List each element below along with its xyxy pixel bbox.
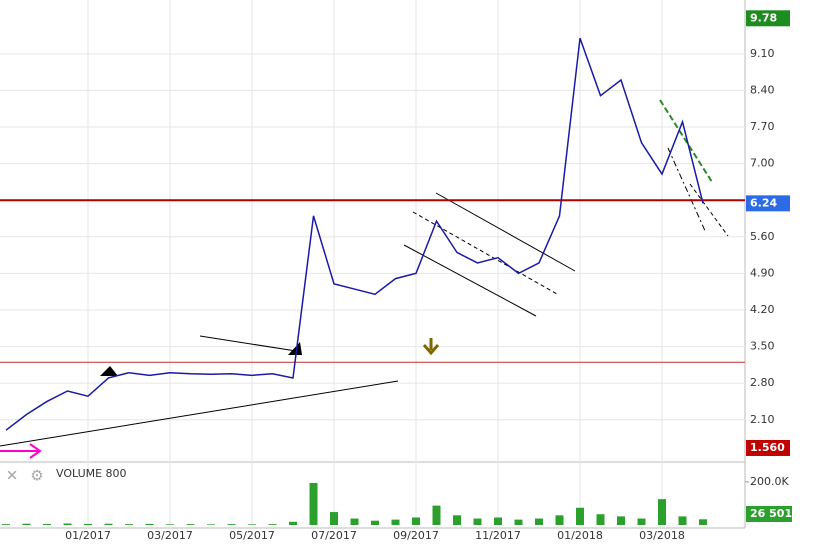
- price-label-box: [746, 195, 790, 212]
- marker: [0, 443, 42, 459]
- volume-bar: [207, 524, 215, 525]
- x-tick-label: 01/2017: [65, 529, 111, 542]
- volume-bar: [391, 519, 400, 525]
- volume-bar: [43, 523, 51, 525]
- price-label-text: 6.24: [750, 196, 777, 209]
- volume-bar: [125, 524, 133, 525]
- volume-bar: [699, 519, 707, 525]
- volume-bar: [617, 516, 625, 525]
- y-tick-label: 2.10: [750, 413, 775, 426]
- y-tick-label: 9.10: [750, 47, 775, 60]
- trend-line: [659, 99, 713, 183]
- y-tick-label: 3.50: [750, 340, 775, 353]
- trend-line: [403, 244, 537, 317]
- y-tick-label: 2.80: [750, 376, 775, 389]
- price-label: 9.78: [746, 10, 790, 27]
- y-tick-label: 7.00: [750, 157, 775, 170]
- x-tick-label: 09/2017: [393, 529, 439, 542]
- x-tick-label: 05/2017: [229, 529, 275, 542]
- volume-bar: [637, 518, 646, 525]
- volume-bar: [371, 520, 379, 525]
- volume-bar: [576, 507, 584, 525]
- volume-bar: [473, 518, 482, 525]
- trend-line: [199, 335, 297, 352]
- volume-bar: [84, 523, 92, 525]
- volume-bar: [2, 524, 10, 525]
- x-tick-label: 07/2017: [311, 529, 357, 542]
- trend-line: [667, 147, 707, 234]
- volume-bar: [104, 523, 113, 525]
- volume-bar: [330, 512, 338, 525]
- volume-bar: [268, 524, 277, 525]
- volume-bar: [309, 482, 318, 525]
- price-label: 26 501: [746, 506, 792, 522]
- marker: [100, 366, 118, 376]
- volume-bar: [453, 515, 461, 525]
- y-tick-label: 7.70: [750, 120, 775, 133]
- pane-icons: ✕ ⚙: [6, 467, 44, 485]
- price-label: 1.560: [746, 439, 790, 456]
- volume-bar: [22, 523, 31, 525]
- volume-bar: [412, 517, 420, 525]
- price-label-box: [746, 506, 792, 522]
- volume-bar: [350, 518, 359, 525]
- volume-bar: [432, 505, 441, 525]
- volume-bar: [227, 524, 236, 525]
- volume-bar: [248, 524, 256, 525]
- y-tick-label: 4.20: [750, 303, 775, 316]
- trend-line: [435, 192, 576, 272]
- volume-bar: [145, 523, 154, 525]
- close-icon[interactable]: ✕: [6, 467, 19, 485]
- price-label: 6.24: [746, 195, 790, 212]
- price-line: [5, 37, 704, 431]
- y-tick-label: 5.60: [750, 230, 775, 243]
- volume-bar: [678, 516, 687, 525]
- trend-line: [689, 183, 729, 237]
- x-tick-label: 01/2018: [557, 529, 603, 542]
- drawings: [0, 99, 729, 459]
- volume-bar: [555, 515, 564, 525]
- pane-title: VOLUME 800: [56, 467, 127, 480]
- volume-bar: [658, 499, 666, 525]
- volume-bar: [289, 521, 297, 525]
- volume-bar: [166, 524, 174, 525]
- marker: [288, 342, 302, 355]
- trend-line: [0, 380, 399, 447]
- y-tick-label: 4.90: [750, 266, 775, 279]
- volume-bar: [186, 524, 195, 525]
- volume-bar: [63, 523, 72, 525]
- marker: [422, 338, 440, 356]
- settings-icon[interactable]: ⚙: [30, 467, 43, 485]
- volume-bar: [514, 519, 523, 525]
- y-tick-label: 200.0K: [750, 475, 789, 488]
- y-tick-label: 8.40: [750, 83, 775, 96]
- price-label-box: [746, 439, 790, 456]
- price-label-text: 26 501: [750, 507, 792, 520]
- volume-bar: [535, 518, 543, 525]
- price-label-text: 1.560: [750, 441, 785, 454]
- volume-bar: [494, 517, 502, 525]
- volume-bar: [596, 514, 605, 525]
- x-tick-label: 03/2018: [639, 529, 685, 542]
- price-label-text: 9.78: [750, 11, 777, 24]
- x-tick-label: 11/2017: [475, 529, 521, 542]
- price-label-box: [746, 10, 790, 27]
- x-tick-label: 03/2017: [147, 529, 193, 542]
